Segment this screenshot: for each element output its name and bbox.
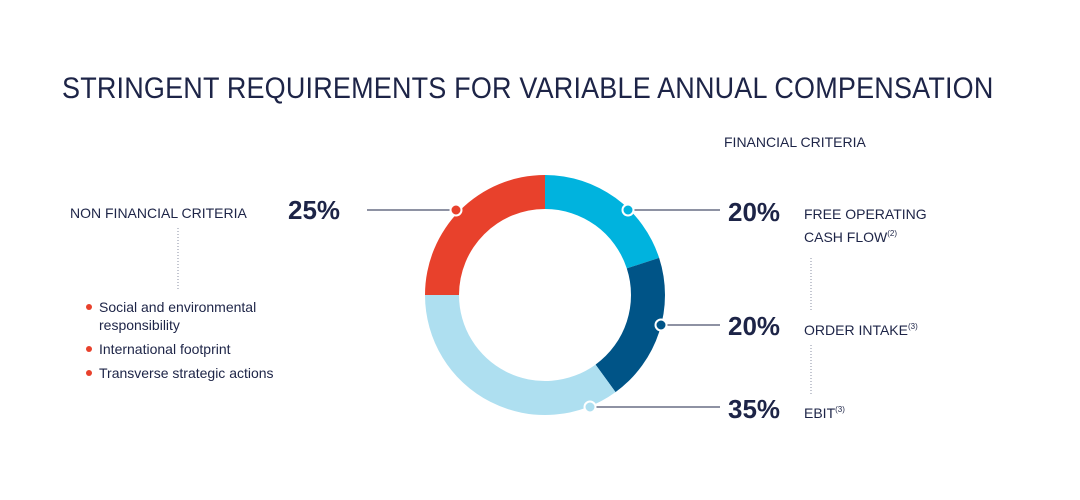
ebit-label: EBIT(3) xyxy=(804,405,845,421)
donut-slice-order-intake xyxy=(595,257,665,393)
marker-order-intake xyxy=(654,318,668,332)
bullet-text: Transverse strategic actions xyxy=(99,365,274,381)
financial-criteria-header: FINANCIAL CRITERIA xyxy=(724,134,866,150)
non-financial-bullet-list: Social and environmental responsibility … xyxy=(86,298,316,388)
marker-ebit xyxy=(583,400,597,414)
free-cash-flow-label: FREE OPERATING CASH FLOW(2) xyxy=(804,206,927,245)
page-title: STRINGENT REQUIREMENTS FOR VARIABLE ANNU… xyxy=(62,72,994,105)
order-intake-percent: 20% xyxy=(728,311,781,341)
bullet-dot-icon xyxy=(86,370,92,376)
bullet-text: International footprint xyxy=(99,341,231,357)
bullet-item: Social and environmental responsibility xyxy=(86,298,316,334)
donut-slices xyxy=(425,175,665,416)
order-intake-label: ORDER INTAKE(3) xyxy=(804,322,918,338)
bullet-dot-icon xyxy=(86,304,92,310)
non-financial-label: NON FINANCIAL CRITERIA xyxy=(70,205,247,221)
free-cash-flow-percent: 20% xyxy=(728,197,781,227)
donut-slice-free-operating-cash-flow xyxy=(545,175,660,269)
non-financial-percent: 25% xyxy=(288,195,341,225)
bullet-text: Social and environmental responsibility xyxy=(99,299,257,333)
ebit-percent: 35% xyxy=(728,394,781,424)
connector-lines xyxy=(177,209,812,408)
donut-slice-non-financial-criteria xyxy=(425,175,545,295)
bullet-item: Transverse strategic actions xyxy=(86,364,316,382)
marker-non-financial xyxy=(449,203,463,217)
bullet-dot-icon xyxy=(86,346,92,352)
slice-markers xyxy=(449,203,668,414)
marker-free-cash-flow xyxy=(621,203,635,217)
donut-slice-ebit xyxy=(425,295,616,416)
bullet-item: International footprint xyxy=(86,340,316,358)
